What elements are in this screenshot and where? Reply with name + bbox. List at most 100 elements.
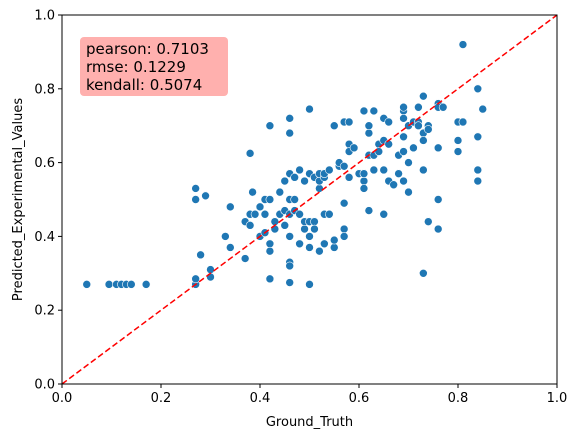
data-point (399, 102, 408, 112)
data-point (419, 136, 428, 145)
data-point (275, 187, 285, 197)
data-point (379, 165, 389, 175)
data-point (349, 143, 359, 153)
x-tick-label: 0.0 (52, 391, 73, 406)
data-point (300, 224, 309, 234)
data-point (191, 274, 200, 284)
data-point (399, 176, 408, 186)
data-point (305, 280, 314, 289)
data-point (329, 235, 339, 245)
data-point (369, 106, 379, 116)
data-point (453, 136, 463, 145)
data-point (305, 243, 314, 252)
data-point (201, 191, 210, 201)
data-point (423, 125, 433, 134)
x-tick-label: 0.6 (349, 391, 370, 406)
data-point (404, 187, 413, 197)
data-point (127, 280, 136, 289)
data-point (324, 209, 334, 219)
x-axis-ticks: 0.0 0.2 0.4 0.6 0.8 1.0 (52, 384, 567, 406)
data-point (250, 209, 260, 219)
data-point (339, 198, 349, 208)
data-point (226, 243, 235, 252)
data-point (285, 232, 295, 241)
data-point (414, 121, 423, 130)
data-point (265, 239, 275, 249)
data-point (141, 280, 151, 289)
data-point (285, 261, 295, 271)
data-point (364, 121, 374, 130)
data-point (191, 195, 200, 204)
data-point (324, 165, 334, 175)
data-point (389, 180, 398, 190)
data-point (265, 274, 275, 284)
data-point (369, 165, 379, 175)
stats-box-background (80, 37, 228, 96)
data-point (191, 184, 200, 193)
data-point (265, 121, 275, 130)
data-point (344, 173, 354, 182)
data-point (305, 104, 314, 114)
data-point (359, 176, 369, 186)
data-point (409, 143, 418, 153)
data-point (458, 117, 468, 127)
data-point (419, 165, 428, 175)
data-point (248, 187, 257, 197)
data-point (339, 161, 349, 171)
data-point (364, 128, 374, 138)
identity-reference-line (61, 14, 558, 385)
data-point (419, 91, 428, 101)
data-point (364, 206, 374, 215)
data-point (399, 132, 408, 142)
data-point (419, 268, 428, 278)
data-point (339, 224, 349, 234)
data-point (359, 106, 369, 116)
data-point (295, 239, 304, 249)
y-axis-label: Predicted_Experimental_Values (11, 98, 26, 301)
plot-frame (61, 14, 558, 385)
data-point (226, 202, 235, 212)
data-point (280, 221, 290, 230)
data-point (404, 158, 413, 167)
data-point (245, 149, 255, 158)
data-point (473, 165, 483, 175)
data-point (433, 143, 443, 153)
stats-rmse: rmse: 0.1229 (86, 58, 186, 76)
y-tick-label: 0.0 (34, 378, 55, 393)
y-axis-ticks: 0.0 0.2 0.4 0.6 0.8 1.0 (34, 9, 62, 393)
data-point (433, 195, 443, 204)
data-point (329, 243, 339, 252)
data-point (315, 184, 324, 193)
data-point (374, 147, 384, 156)
data-point (295, 209, 304, 219)
data-point (82, 280, 92, 289)
data-point (265, 246, 275, 256)
y-tick-label: 0.8 (34, 82, 55, 97)
data-point (473, 132, 483, 142)
data-point (260, 209, 270, 219)
data-point (245, 221, 255, 230)
stats-pearson: pearson: 0.7103 (86, 40, 209, 58)
data-point (305, 232, 314, 241)
plot-area (61, 14, 558, 385)
x-tick-label: 0.4 (250, 391, 271, 406)
data-point (344, 117, 354, 127)
data-point (315, 246, 324, 256)
data-point (285, 114, 295, 123)
y-tick-label: 1.0 (34, 9, 55, 24)
x-tick-label: 0.2 (151, 391, 172, 406)
data-point (295, 165, 304, 175)
data-point (379, 209, 389, 219)
stats-kendall: kendall: 0.5074 (86, 76, 202, 94)
data-point (399, 114, 408, 123)
data-point (384, 117, 394, 127)
data-point (438, 102, 448, 112)
data-point (280, 176, 290, 186)
data-point (255, 202, 265, 212)
x-tick-label: 0.8 (448, 391, 469, 406)
data-point (458, 40, 468, 49)
data-point (285, 278, 295, 287)
data-point (240, 254, 250, 263)
data-point (473, 176, 483, 186)
